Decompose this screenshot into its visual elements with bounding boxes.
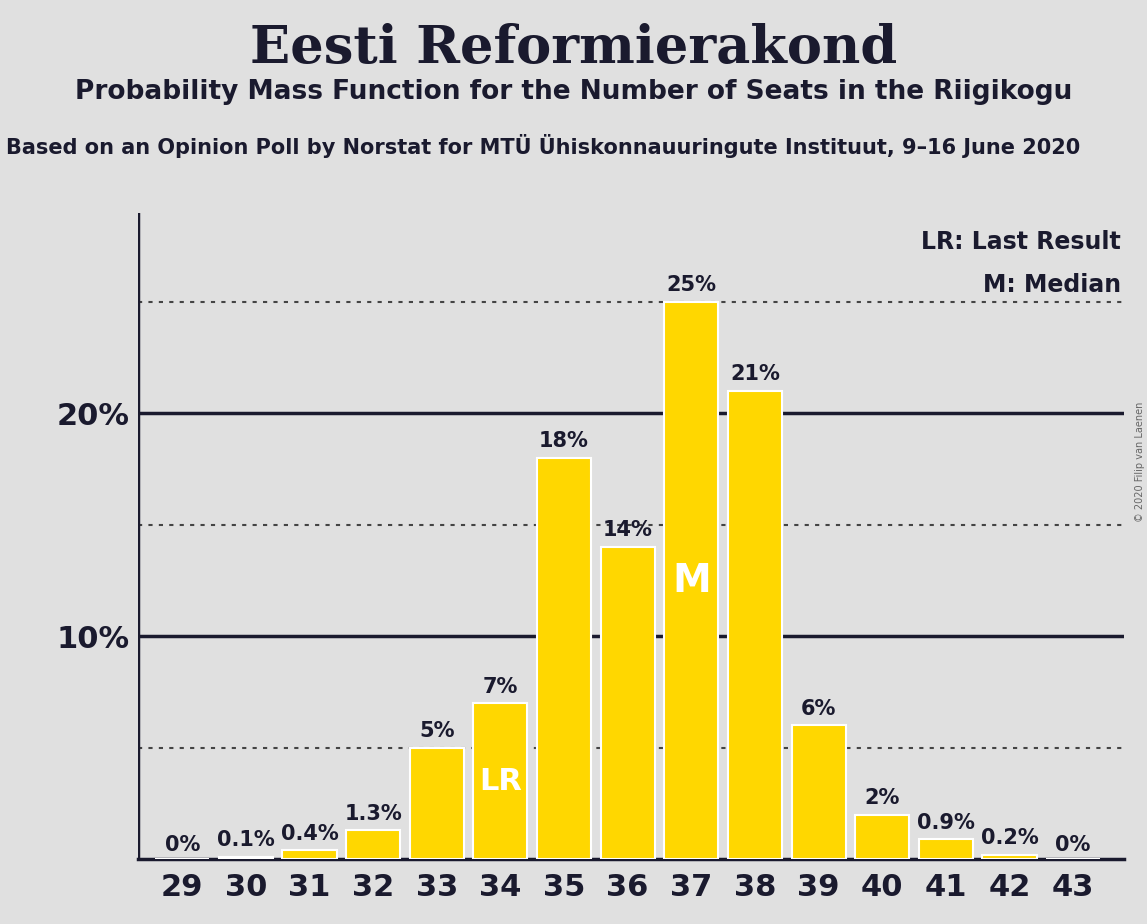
Text: M: M — [672, 562, 711, 600]
Text: LR: LR — [479, 767, 522, 796]
Text: Eesti Reformierakond: Eesti Reformierakond — [250, 23, 897, 74]
Bar — [664, 302, 718, 859]
Bar — [919, 839, 973, 859]
Text: 0.9%: 0.9% — [916, 812, 975, 833]
Text: 1.3%: 1.3% — [344, 804, 401, 823]
Text: 2%: 2% — [865, 788, 900, 808]
Text: M: Median: M: Median — [983, 273, 1121, 297]
Bar — [474, 703, 528, 859]
Bar — [601, 547, 655, 859]
Bar — [409, 748, 463, 859]
Bar — [537, 458, 591, 859]
Bar — [282, 850, 336, 859]
Bar — [856, 815, 910, 859]
Text: 0%: 0% — [164, 835, 200, 855]
Bar — [728, 391, 782, 859]
Text: 25%: 25% — [666, 275, 717, 295]
Text: 18%: 18% — [539, 432, 588, 451]
Bar — [219, 857, 273, 859]
Text: 6%: 6% — [801, 699, 836, 719]
Text: 0.1%: 0.1% — [217, 831, 274, 850]
Text: 0%: 0% — [1055, 835, 1091, 855]
Bar — [791, 725, 845, 859]
Text: 7%: 7% — [483, 676, 518, 697]
Text: 0.4%: 0.4% — [281, 823, 338, 844]
Text: Probability Mass Function for the Number of Seats in the Riigikogu: Probability Mass Function for the Number… — [75, 79, 1072, 104]
Text: 21%: 21% — [729, 364, 780, 384]
Text: 5%: 5% — [419, 721, 454, 741]
Bar — [983, 855, 1037, 859]
Text: Based on an Opinion Poll by Norstat for MTÜ Ühiskonnauuringute Instituut, 9–16 J: Based on an Opinion Poll by Norstat for … — [6, 134, 1080, 158]
Text: 14%: 14% — [602, 520, 653, 541]
Text: 0.2%: 0.2% — [981, 828, 1038, 848]
Text: © 2020 Filip van Laenen: © 2020 Filip van Laenen — [1134, 402, 1145, 522]
Bar — [346, 831, 400, 859]
Text: LR: Last Result: LR: Last Result — [921, 230, 1121, 254]
